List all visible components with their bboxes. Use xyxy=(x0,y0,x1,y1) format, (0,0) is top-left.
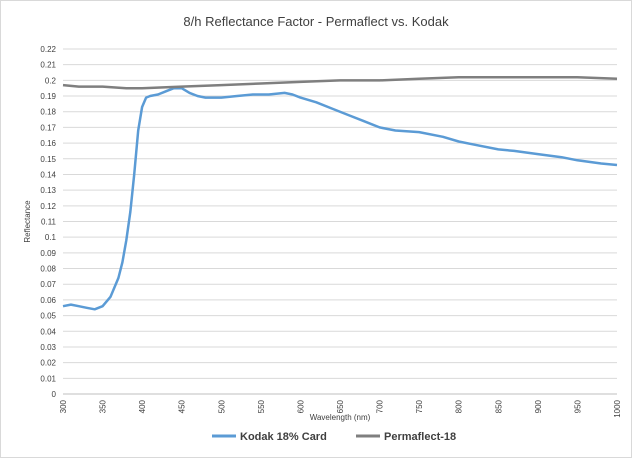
series-line xyxy=(62,86,618,311)
y-tick-label: 0.14 xyxy=(40,170,56,179)
y-tick-label: 0.04 xyxy=(40,327,56,336)
y-tick-label: 0.16 xyxy=(40,139,56,148)
chart-title: 8/h Reflectance Factor - Permaflect vs. … xyxy=(183,14,449,29)
y-tick-label: 0.15 xyxy=(40,155,56,164)
y-tick-label: 0.01 xyxy=(40,374,56,383)
x-tick-label: 700 xyxy=(376,399,385,413)
legend: Kodak 18% Card Permaflect-18 xyxy=(212,431,456,443)
x-tick-label: 950 xyxy=(573,399,582,413)
data-series xyxy=(62,75,618,311)
y-tick-label: 0.06 xyxy=(40,296,56,305)
y-axis-label: Reflectance xyxy=(23,200,32,243)
x-tick-label: 350 xyxy=(99,399,108,413)
y-tick-label: 0.03 xyxy=(40,343,56,352)
series-line xyxy=(62,75,618,90)
legend-label: Permaflect-18 xyxy=(384,431,456,443)
y-tick-label: 0.09 xyxy=(40,249,56,258)
y-tick-label: 0.05 xyxy=(40,312,56,321)
y-tick-label: 0.13 xyxy=(40,186,56,195)
x-tick-label: 650 xyxy=(336,399,345,413)
legend-label: Kodak 18% Card xyxy=(240,431,327,443)
y-tick-label: 0.17 xyxy=(40,123,56,132)
y-tick-label: 0 xyxy=(52,390,57,399)
y-tick-label: 0.07 xyxy=(40,280,56,289)
y-tick-label: 0.12 xyxy=(40,202,56,211)
x-tick-label: 600 xyxy=(296,399,305,413)
x-axis-ticks: 300 350 400 450 500 550 600 650 700 750 800 850 900 9… xyxy=(59,399,622,417)
y-tick-label: 0.1 xyxy=(45,233,57,242)
y-tick-label: 0.02 xyxy=(40,359,56,368)
x-tick-label: 500 xyxy=(217,399,226,413)
y-tick-label: 0.18 xyxy=(40,108,56,117)
y-tick-label: 0.11 xyxy=(41,218,57,227)
x-tick-label: 800 xyxy=(455,399,464,413)
x-tick-label: 900 xyxy=(534,399,543,413)
x-tick-label: 1000 xyxy=(613,399,622,417)
x-tick-label: 750 xyxy=(415,399,424,413)
x-tick-label: 850 xyxy=(494,399,503,413)
y-axis-ticks: 0 0.01 0.02 0.03 0.04 0.05 0.06 0.07 0.08 0.09 0.1… xyxy=(40,45,56,399)
x-tick-label: 400 xyxy=(138,399,147,413)
y-tick-label: 0.22 xyxy=(40,45,56,54)
x-axis-label: Wavelength (nm) xyxy=(310,413,371,422)
x-tick-label: 450 xyxy=(178,399,187,413)
y-tick-label: 0.2 xyxy=(45,76,57,85)
y-tick-label: 0.19 xyxy=(40,92,56,101)
x-tick-label: 550 xyxy=(257,399,266,413)
y-tick-label: 0.21 xyxy=(40,61,56,70)
y-tick-label: 0.08 xyxy=(40,265,56,274)
x-tick-label: 300 xyxy=(59,399,68,413)
